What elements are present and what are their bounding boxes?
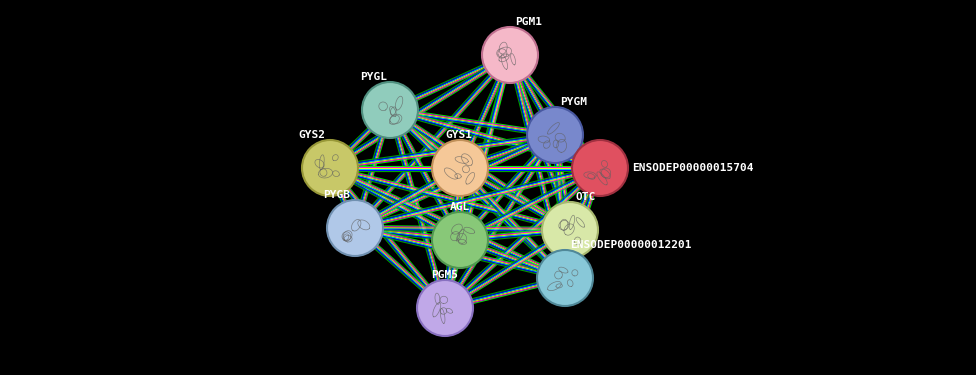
Ellipse shape	[432, 212, 488, 268]
Text: GYS1: GYS1	[445, 130, 472, 140]
Ellipse shape	[417, 280, 473, 336]
Text: GYS2: GYS2	[298, 130, 325, 140]
Text: PGM1: PGM1	[515, 17, 542, 27]
Ellipse shape	[527, 107, 583, 163]
Text: PGM5: PGM5	[431, 270, 459, 280]
Text: ENSODEP00000012201: ENSODEP00000012201	[570, 240, 692, 250]
Ellipse shape	[482, 27, 538, 83]
Text: PYGB: PYGB	[323, 190, 350, 200]
Ellipse shape	[542, 202, 598, 258]
Text: PYGL: PYGL	[360, 72, 387, 82]
Text: AGL: AGL	[450, 202, 470, 212]
Ellipse shape	[432, 140, 488, 196]
Text: OTC: OTC	[575, 192, 595, 202]
Ellipse shape	[362, 82, 418, 138]
Text: ENSODEP00000015704: ENSODEP00000015704	[632, 163, 753, 173]
Text: PYGM: PYGM	[560, 97, 587, 107]
Ellipse shape	[537, 250, 593, 306]
Ellipse shape	[302, 140, 358, 196]
Ellipse shape	[572, 140, 628, 196]
Ellipse shape	[327, 200, 383, 256]
